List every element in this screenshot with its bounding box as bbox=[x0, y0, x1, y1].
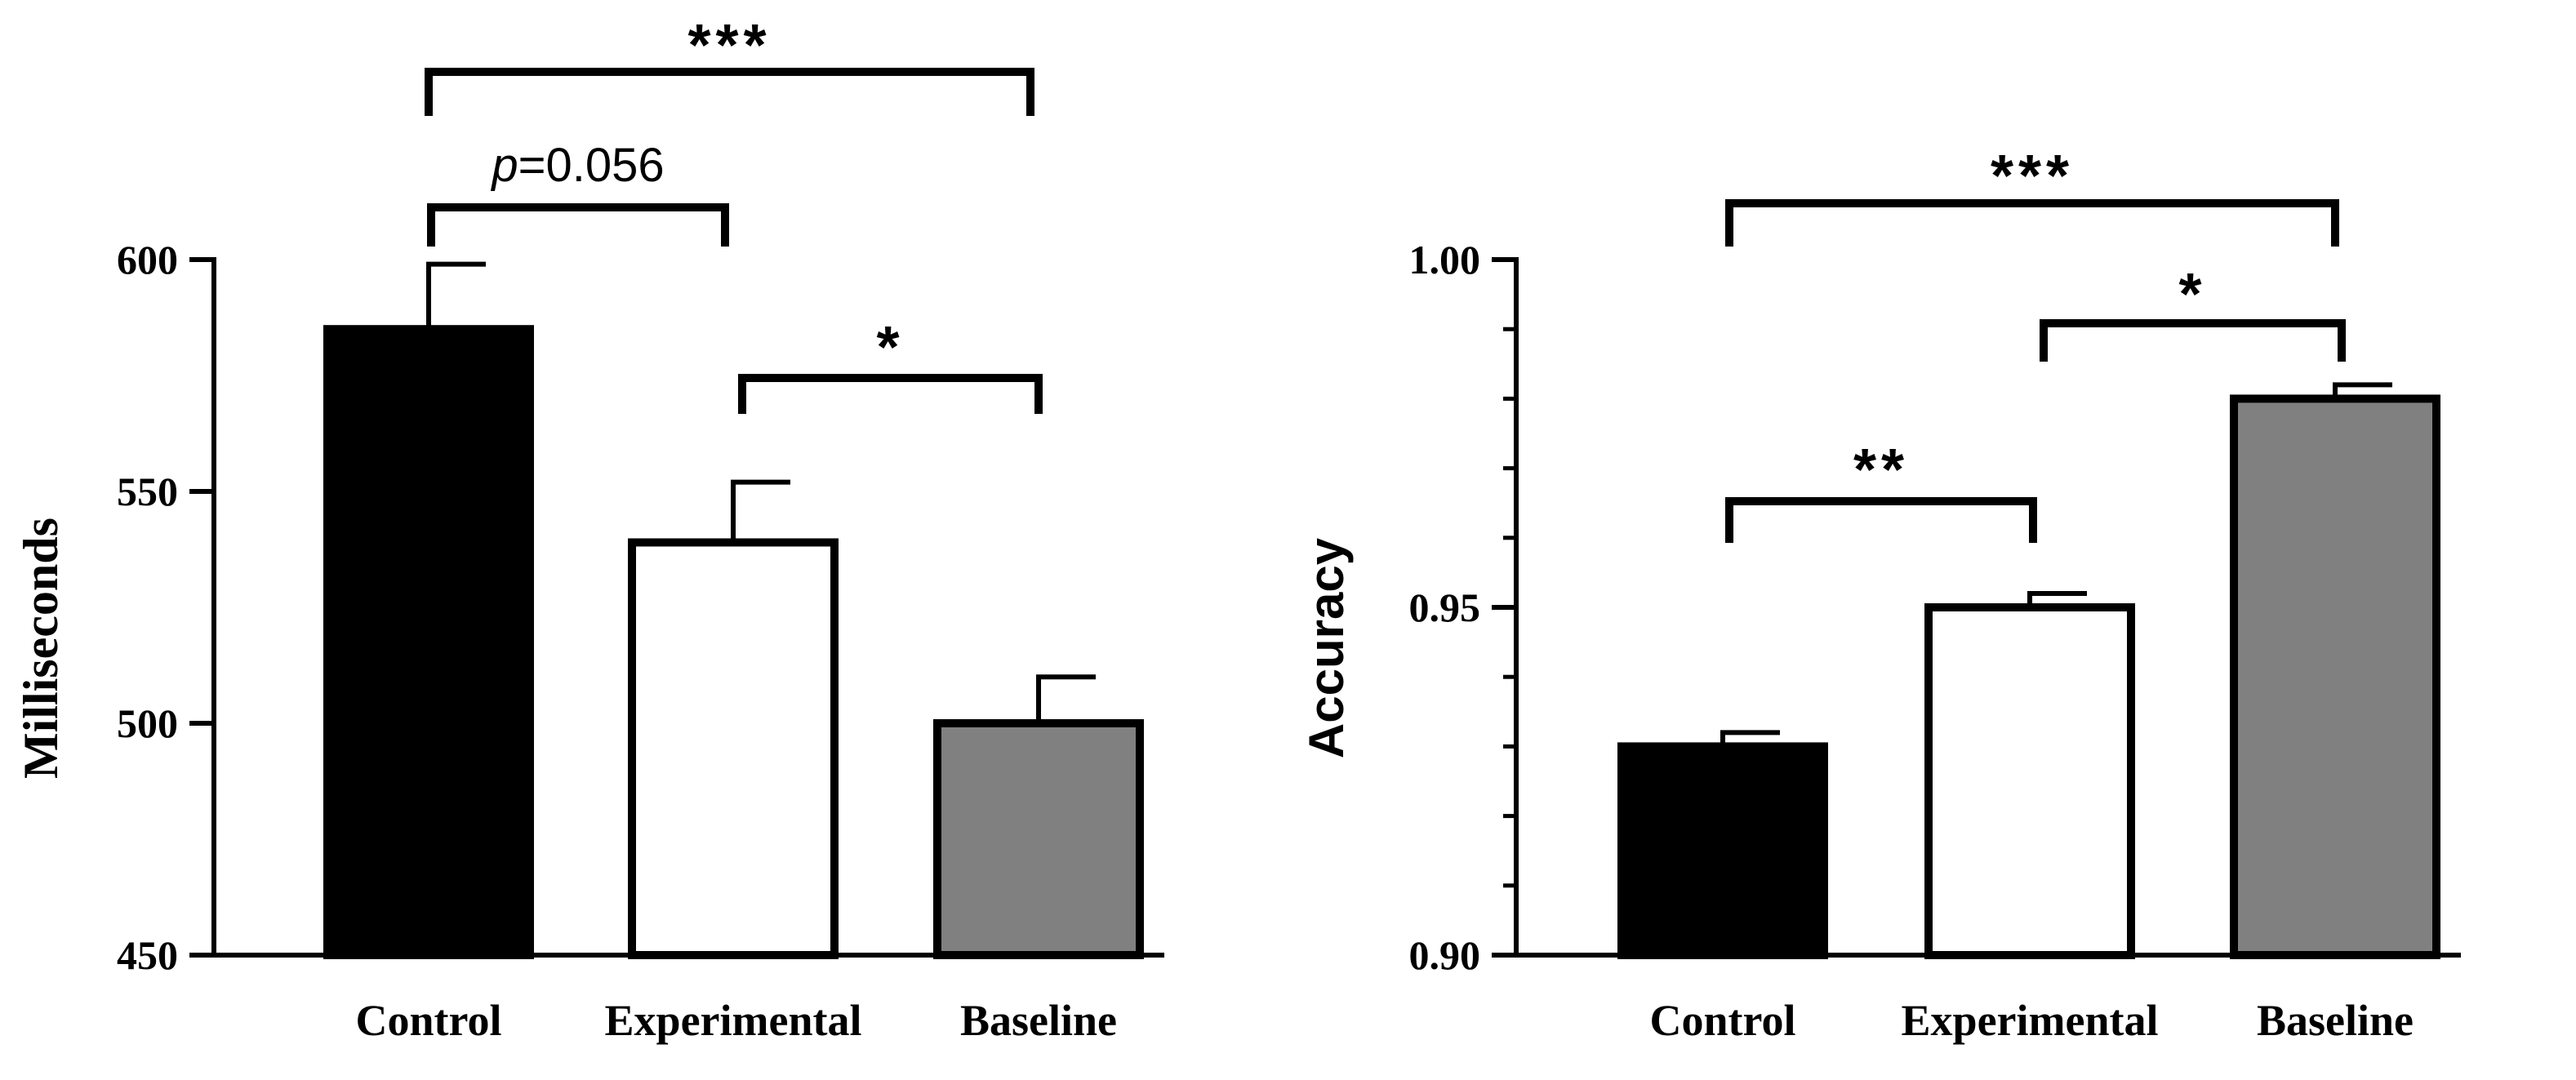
bar-experimental bbox=[628, 538, 839, 959]
y-tick-label: 550 bbox=[117, 469, 178, 514]
significance-bracket bbox=[738, 374, 1043, 414]
y-tick-label: 450 bbox=[117, 932, 178, 978]
x-tick-label: Baseline bbox=[2257, 996, 2414, 1045]
significance-stars: *** bbox=[1991, 144, 2074, 209]
significance-bracket bbox=[427, 203, 729, 247]
significance-stars: * bbox=[2178, 262, 2206, 327]
y-axis-label: Milliseconds bbox=[14, 518, 68, 779]
significance-stars: *** bbox=[687, 13, 771, 78]
significance-bracket bbox=[1725, 497, 2037, 543]
y-tick-label: 600 bbox=[117, 237, 178, 282]
significance-bracket bbox=[1725, 199, 2339, 247]
y-axis-label: Accuracy bbox=[1299, 537, 1354, 758]
bar-baseline bbox=[933, 719, 1144, 959]
y-tick-label: 0.90 bbox=[1409, 932, 1481, 978]
bar-control bbox=[323, 325, 534, 959]
bar-baseline bbox=[2230, 394, 2440, 959]
x-tick-label: Experimental bbox=[1902, 996, 2159, 1045]
y-tick-label: 1.00 bbox=[1409, 237, 1481, 282]
y-tick-label: 0.95 bbox=[1409, 584, 1481, 630]
y-tick-label: 500 bbox=[117, 700, 178, 746]
x-tick-label: Control bbox=[355, 996, 501, 1045]
significance-stars: ** bbox=[1853, 438, 1909, 503]
x-tick-label: Experimental bbox=[605, 996, 862, 1045]
significance-bracket bbox=[425, 68, 1034, 116]
bar-experimental bbox=[1924, 603, 2135, 959]
significance-stars: * bbox=[876, 315, 904, 380]
significance-bracket bbox=[2040, 319, 2346, 362]
x-tick-label: Control bbox=[1649, 996, 1795, 1045]
x-tick-label: Baseline bbox=[960, 996, 1117, 1045]
panel-left-milliseconds: 450 500 550 600 Control Experimental Baseline M… bbox=[14, 13, 1164, 1045]
significance-label: p=0.056 bbox=[490, 139, 664, 192]
bar-control bbox=[1617, 742, 1828, 960]
panel-right-accuracy: 0.90 0.95 1.00 Control Experimental Baseline A… bbox=[1299, 144, 2461, 1045]
p-symbol: p bbox=[490, 139, 518, 192]
p-value: =0.056 bbox=[518, 139, 665, 192]
